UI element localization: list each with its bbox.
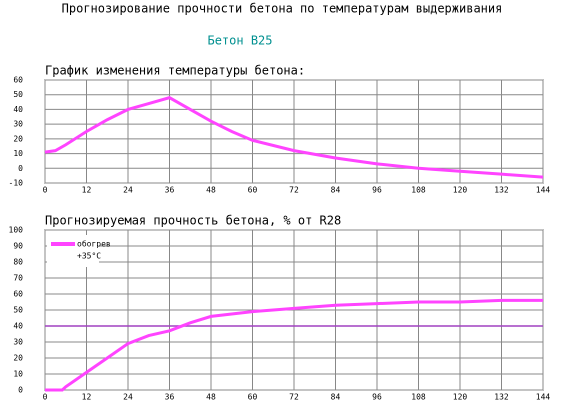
page-title: Прогнозирование прочности бетона по темп… (62, 2, 503, 16)
page-subtitle: Бетон B25 (207, 34, 272, 48)
x-tick-label: 120 (453, 186, 468, 195)
x-tick-label: 24 (123, 186, 133, 195)
y-tick-label: 20 (13, 354, 23, 363)
x-tick-label: 108 (411, 186, 426, 195)
x-tick-label: 24 (123, 393, 133, 402)
legend-note: +35°C (77, 252, 101, 261)
chart-title: Прогнозируемая прочность бетона, % от R2… (45, 214, 341, 228)
y-tick-label: 40 (13, 105, 23, 114)
y-tick-label: 10 (13, 370, 23, 379)
x-tick-label: 12 (82, 393, 92, 402)
chart-title: График изменения температуры бетона: (45, 64, 305, 78)
y-tick-label: 50 (13, 306, 23, 315)
x-tick-label: 96 (372, 393, 382, 402)
x-tick-label: 36 (165, 186, 175, 195)
x-tick-label: 72 (289, 186, 299, 195)
y-tick-label: 10 (13, 149, 23, 158)
y-tick-label: 30 (13, 120, 23, 129)
x-tick-label: 132 (494, 393, 509, 402)
strength-line (45, 298, 543, 392)
x-tick-label: 84 (331, 393, 341, 402)
x-tick-label: 72 (289, 393, 299, 402)
y-tick-label: 100 (9, 226, 24, 235)
y-tick-label: 0 (18, 386, 23, 395)
legend-box (47, 235, 99, 267)
y-tick-label: 60 (13, 76, 23, 85)
x-tick-label: 0 (43, 186, 48, 195)
x-tick-label: 48 (206, 393, 216, 402)
y-tick-label: 70 (13, 274, 23, 283)
y-tick-label: 0 (18, 164, 23, 173)
y-tick-label: 30 (13, 338, 23, 347)
x-tick-label: 60 (248, 393, 258, 402)
x-tick-label: 144 (536, 393, 551, 402)
y-tick-label: 50 (13, 90, 23, 99)
x-tick-label: 12 (82, 186, 92, 195)
x-tick-label: 96 (372, 186, 382, 195)
x-tick-label: 48 (206, 186, 216, 195)
x-tick-label: 132 (494, 186, 509, 195)
y-tick-label: 20 (13, 134, 23, 143)
y-tick-label: 80 (13, 258, 23, 267)
y-tick-label: 60 (13, 290, 23, 299)
x-tick-label: 36 (165, 393, 175, 402)
temperature-line (44, 96, 544, 179)
x-tick-label: 108 (411, 393, 426, 402)
y-tick-label: -10 (9, 179, 24, 188)
x-tick-label: 0 (43, 393, 48, 402)
y-tick-label: 40 (13, 322, 23, 331)
x-tick-label: 120 (453, 393, 468, 402)
x-tick-label: 84 (331, 186, 341, 195)
x-tick-label: 144 (536, 186, 551, 195)
x-tick-label: 60 (248, 186, 258, 195)
y-tick-label: 90 (13, 242, 23, 251)
legend-label: обогрев (77, 239, 111, 249)
